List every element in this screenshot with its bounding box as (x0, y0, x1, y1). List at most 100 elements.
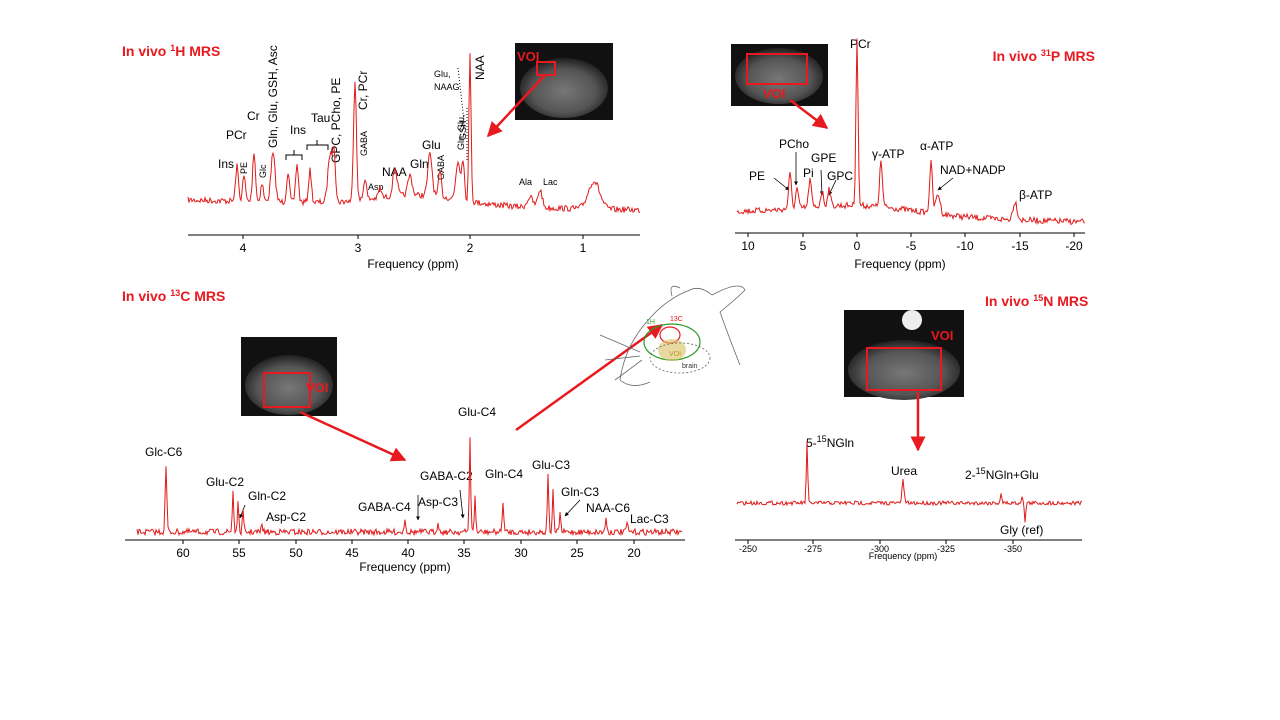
peak-label: Gln, Glu, (456, 114, 466, 150)
peak-label: GABA-C2 (420, 469, 473, 483)
mouse-sketch (599, 285, 746, 386)
text-part: N MRS (1043, 293, 1088, 309)
annotation-arrow (773, 177, 790, 191)
arrow (299, 74, 926, 462)
bracket (457, 67, 468, 160)
axis-label: Frequency (ppm) (869, 551, 938, 561)
mouse-label: 13C (670, 316, 683, 323)
peak-label: PCr (850, 37, 871, 51)
peak-label: Gly (ref) (1000, 523, 1043, 537)
peak-label: NAD+NADP (940, 163, 1006, 177)
tick-label: 2 (467, 241, 474, 255)
peak-label: GPE (811, 151, 836, 165)
spectrum (136, 437, 683, 537)
axis-label: Frequency (ppm) (854, 257, 945, 271)
text-part: In vivo (122, 288, 170, 304)
peak-label: PCr (226, 128, 247, 142)
peak-label: β-ATP (1019, 188, 1052, 202)
peak-label: Asp-C2 (266, 510, 306, 524)
peak-label: Lac-C3 (630, 512, 669, 526)
mouse-label: 1H (646, 319, 655, 326)
spectrum (736, 441, 1083, 523)
peak-label: NAA (473, 55, 487, 80)
peak-label: Tau (311, 111, 330, 125)
voi-label: VOI (931, 328, 953, 343)
peak-label: Asp (368, 182, 384, 192)
peak-label: Ins (218, 157, 234, 171)
text-sup: 31 (1041, 48, 1051, 58)
tick-label: -5 (906, 239, 917, 253)
text-part: 2- (965, 468, 976, 482)
voi-label: VOI (517, 49, 539, 64)
tick-label: 50 (289, 546, 303, 560)
axis-label: Frequency (ppm) (367, 257, 458, 271)
peak-label: α-ATP (920, 139, 953, 153)
label: In vivo 13C MRS (122, 288, 225, 304)
text-part: C MRS (180, 288, 225, 304)
spectrum (736, 38, 1086, 226)
tick-label: 1 (580, 241, 587, 255)
peak-label: Gln-C2 (248, 489, 286, 503)
tick-label: 35 (457, 546, 471, 560)
tick-label: 4 (240, 241, 247, 255)
peak-label: Ala (519, 177, 532, 187)
annotation-arrow (564, 499, 581, 517)
text-part: In vivo (985, 293, 1033, 309)
peak-label: PCho (779, 137, 809, 151)
peak-label: Cr, PCr (356, 71, 370, 110)
peak-label: GABA (359, 131, 369, 156)
peak-label: GPC, PCho, PE (329, 78, 343, 163)
tick-label: 30 (514, 546, 528, 560)
peak-label: Glc (258, 164, 268, 178)
peak-label: Glu-C3 (532, 458, 570, 472)
text-sup: 1 (170, 43, 175, 53)
tick-label: 55 (232, 546, 246, 560)
text-part: NGln (827, 436, 854, 450)
text-sup: 13 (170, 288, 180, 298)
tick-label: 0 (854, 239, 861, 253)
peak-label: Lac (543, 177, 558, 187)
annotation-arrow (819, 169, 824, 196)
text-sup: 15 (817, 434, 827, 444)
peak-label: Ins (290, 123, 306, 137)
label: In vivo 15N MRS (985, 293, 1088, 309)
tick-label: -275 (804, 544, 822, 554)
tick-label: 10 (741, 239, 755, 253)
peak-label: NAAG (434, 82, 460, 92)
peak-label: GABA (436, 155, 446, 180)
voi-label: VOI (763, 86, 785, 101)
bracket (285, 140, 329, 160)
peak-label: Glu (422, 138, 441, 152)
peak-label: NAA-C6 (586, 501, 630, 515)
peak-label: Gln-C4 (485, 467, 523, 481)
peak-label: GPC (827, 169, 853, 183)
text-part: In vivo (122, 43, 170, 59)
tick-label: -20 (1065, 239, 1083, 253)
peak-label: Asp-C3 (418, 495, 458, 509)
text-part: P MRS (1051, 48, 1095, 64)
tick-label: 3 (355, 241, 362, 255)
voi-label: VOI (306, 380, 328, 395)
axis-label: Frequency (ppm) (359, 560, 450, 574)
label: 2-15NGln+Glu (965, 466, 1039, 482)
peak-label: GSH (458, 120, 468, 140)
peak-label: Glu-C4 (458, 405, 496, 419)
label: In vivo 31P MRS (993, 48, 1095, 64)
peak-label: Gln-C3 (561, 485, 599, 499)
peak-label: Glu-C2 (206, 475, 244, 489)
tick-label: -15 (1011, 239, 1029, 253)
mouse-label: brain (682, 363, 698, 370)
text-part: NGln+Glu (986, 468, 1039, 482)
mouse-label: VOI (669, 351, 681, 358)
tick-label: -350 (1004, 544, 1022, 554)
tick-label: 25 (570, 546, 584, 560)
tick-label: -300 (871, 544, 889, 554)
text-part: In vivo (993, 48, 1041, 64)
tick-label: 60 (176, 546, 190, 560)
tick-label: 20 (627, 546, 641, 560)
tick-label: 45 (345, 546, 359, 560)
tick-label: -250 (739, 544, 757, 554)
tick-label: -10 (956, 239, 974, 253)
label: In vivo 1H MRS (122, 43, 220, 59)
